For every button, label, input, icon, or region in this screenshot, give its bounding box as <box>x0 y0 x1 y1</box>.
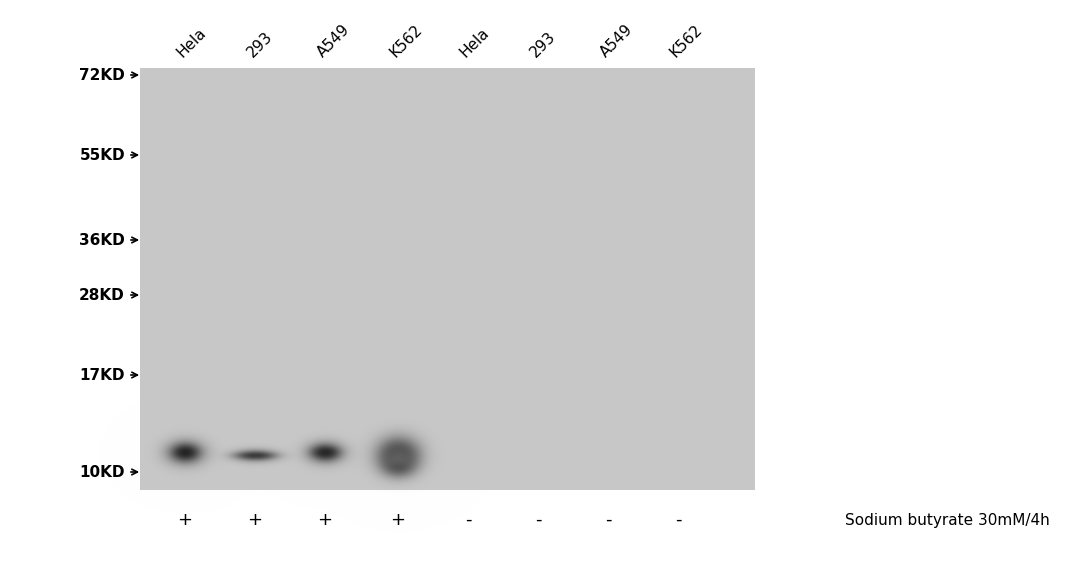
Text: -: - <box>535 511 541 529</box>
Text: -: - <box>605 511 611 529</box>
Text: 293: 293 <box>244 29 275 60</box>
Text: K562: K562 <box>667 22 705 60</box>
Text: 10KD: 10KD <box>80 465 125 480</box>
Text: Hela: Hela <box>458 25 492 60</box>
Text: +: + <box>247 511 262 529</box>
Text: +: + <box>318 511 333 529</box>
Text: 17KD: 17KD <box>80 367 125 383</box>
Text: 55KD: 55KD <box>79 148 125 163</box>
Text: +: + <box>177 511 192 529</box>
Text: Sodium butyrate 30mM/4h: Sodium butyrate 30mM/4h <box>846 513 1050 527</box>
Text: -: - <box>464 511 471 529</box>
Text: A549: A549 <box>314 21 353 60</box>
Text: A549: A549 <box>597 21 636 60</box>
Text: +: + <box>391 511 405 529</box>
Text: K562: K562 <box>388 22 426 60</box>
Text: 72KD: 72KD <box>79 67 125 82</box>
Text: 36KD: 36KD <box>79 232 125 247</box>
Text: 28KD: 28KD <box>79 287 125 302</box>
Text: Hela: Hela <box>174 25 210 60</box>
Text: -: - <box>675 511 681 529</box>
Text: 293: 293 <box>527 29 558 60</box>
